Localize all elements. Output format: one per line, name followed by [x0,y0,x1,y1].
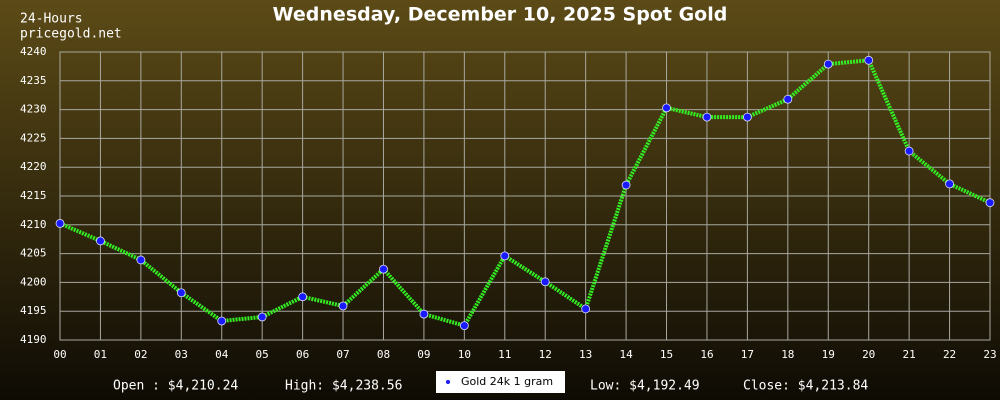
stat-label: Low: $4,192.49 [590,379,700,394]
x-tick-label: 15 [660,348,673,361]
x-tick-label: 01 [94,348,107,361]
x-tick-label: 18 [781,348,794,361]
y-tick-label: 4215 [20,189,47,202]
legend: Gold 24k 1 gram [436,371,565,393]
x-tick-label: 16 [700,348,713,361]
y-tick-label: 4190 [20,333,47,346]
source: pricegold.net [20,27,122,42]
stat-label: Close: $4,213.84 [743,379,868,394]
data-point [662,103,671,113]
x-tick-label: 13 [579,348,592,361]
x-tick-label: 06 [296,348,309,361]
x-tick-label: 03 [175,348,188,361]
data-point [823,59,833,69]
x-tick-label: 20 [862,348,875,361]
plot-border [59,51,991,341]
x-tick-label: 04 [215,348,229,361]
data-point [459,321,469,331]
data-point [55,219,65,228]
data-point [742,112,752,122]
data-point [136,255,146,265]
y-tick-label: 4195 [20,304,47,317]
data-point [904,146,914,156]
stat-label: Open : $4,210.24 [113,379,238,394]
data-point [621,180,631,190]
x-tick-label: 14 [619,348,633,361]
data-point [298,292,308,302]
y-tick-label: 4235 [20,74,47,87]
x-tick-label: 05 [256,348,269,361]
y-tick-label: 4225 [20,131,47,144]
data-line [59,58,991,329]
x-tick-label: 10 [458,348,471,361]
data-point [864,55,874,65]
legend-label: Gold 24k 1 gram [461,375,553,388]
x-tick-label: 07 [336,348,349,361]
data-point [217,316,227,326]
data-point [783,94,793,104]
data-point [176,288,186,298]
chart-title: Wednesday, December 10, 2025 Spot Gold [273,4,728,26]
y-tick-label: 4200 [20,275,47,288]
data-point [338,301,348,311]
data-point [257,312,267,322]
y-tick-label: 4220 [20,160,47,173]
x-tick-label: 12 [539,348,552,361]
data-point [419,309,429,319]
data-point [96,236,105,246]
x-tick-label: 02 [134,348,147,361]
x-tick-label: 23 [983,348,996,361]
data-point [500,251,510,261]
legend-box [436,371,565,393]
subtitle: 24-Hours [20,12,83,27]
x-tick-label: 11 [498,348,511,361]
x-tick-label: 19 [822,348,835,361]
y-tick-label: 4230 [20,103,47,116]
x-tick-label: 22 [943,348,956,361]
data-point [945,179,954,189]
data-point [702,112,712,122]
x-tick-label: 17 [741,348,754,361]
x-tick-label: 21 [903,348,916,361]
data-point [581,304,591,314]
x-tick-label: 08 [377,348,390,361]
y-tick-label: 4240 [20,45,47,58]
legend-marker [446,380,450,384]
y-tick-label: 4205 [20,247,47,260]
stat-label: High: $4,238.56 [285,379,402,394]
x-tick-label: 09 [417,348,430,361]
x-tick-label: 00 [53,348,66,361]
data-point [540,277,550,287]
data-point [985,198,995,208]
data-point [379,264,388,274]
y-tick-label: 4210 [20,218,47,231]
